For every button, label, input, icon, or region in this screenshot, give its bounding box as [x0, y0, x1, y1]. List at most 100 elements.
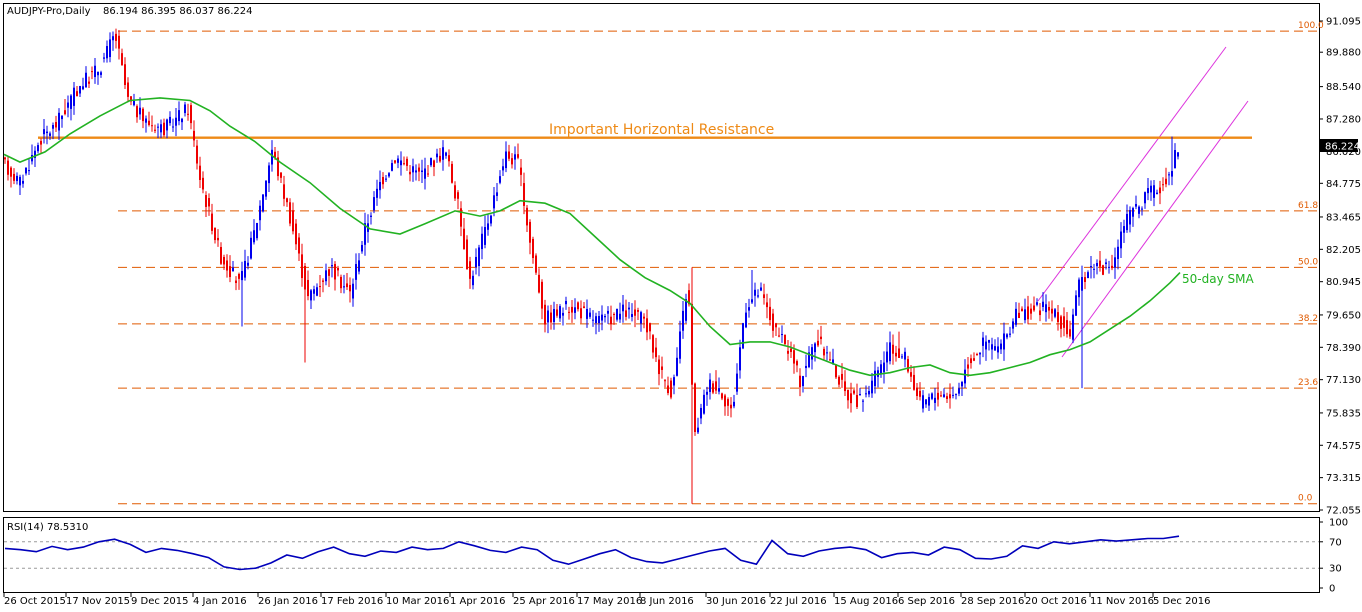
candle-body [1078, 279, 1080, 298]
candle-body [589, 312, 591, 317]
candle-body [178, 110, 180, 122]
candle-body [397, 158, 399, 163]
x-axis: 26 Oct 2015 17 Nov 2015 9 Dec 2015 4 Jan 20… [3, 592, 1211, 607]
candle-body [448, 155, 450, 162]
candle-body [1156, 192, 1158, 195]
candle-body [328, 269, 330, 276]
candle-body [28, 170, 30, 172]
candle-body [736, 373, 738, 392]
candle-body [652, 335, 654, 353]
candle-body [277, 157, 279, 177]
candle-body [109, 39, 111, 58]
candle-body [382, 177, 384, 185]
candle-body [1108, 266, 1110, 268]
candle-body [583, 306, 585, 309]
candle-body [409, 171, 411, 175]
candle-body [256, 222, 258, 239]
candle-body [616, 308, 618, 320]
candle-body [364, 223, 366, 245]
candle-body [106, 46, 108, 59]
candle-body [895, 352, 897, 357]
candle-body [775, 323, 777, 328]
candle-body [184, 104, 186, 114]
candle-body [163, 122, 165, 136]
candle-body [343, 286, 345, 288]
main-panel [3, 3, 1320, 512]
x-tick-label: 25 Apr 2016 [513, 596, 575, 607]
candle-body [16, 175, 18, 182]
candle-body [421, 170, 423, 172]
candle-body [646, 318, 648, 333]
candle-body [628, 307, 630, 310]
candle-body [526, 207, 528, 226]
x-tick-label: 11 Nov 2016 [1090, 596, 1154, 607]
candle-body [478, 247, 480, 267]
candle-body [1135, 204, 1137, 207]
candle-body [268, 165, 270, 184]
candle-body [1150, 185, 1152, 193]
rsi-title: RSI(14) 78.5310 [7, 522, 88, 533]
candle-body [640, 312, 642, 324]
y-tick-label: 84.775 [1326, 179, 1361, 190]
candle-body [292, 210, 294, 232]
rsi-series [4, 535, 1319, 571]
y-tick-label: 83.465 [1326, 212, 1361, 223]
candle-body [532, 238, 534, 259]
candle-body [1147, 188, 1149, 194]
candle-body [223, 256, 225, 265]
candle-body [697, 427, 699, 433]
candle-body [820, 336, 822, 340]
candle-body [145, 118, 147, 123]
candle-body [259, 205, 261, 221]
candle-body [274, 151, 276, 158]
x-tick-label: 30 Jun 2016 [706, 596, 766, 607]
candle-body [10, 167, 12, 177]
candle-body [1003, 333, 1005, 350]
candle-body [7, 160, 9, 175]
candle-body [961, 381, 963, 387]
candle-body [1141, 208, 1143, 210]
candle-body [310, 290, 312, 301]
candle-body [601, 314, 603, 321]
candle-body [1177, 152, 1179, 157]
candle-body [412, 166, 414, 173]
candle-body [613, 314, 615, 316]
candle-body [1129, 210, 1131, 225]
candle-body [190, 105, 192, 124]
candle-body [922, 395, 924, 409]
candle-body [1159, 187, 1161, 194]
candle-body [835, 364, 837, 378]
candle-body [391, 163, 393, 171]
candle-body [580, 308, 582, 319]
sma-series [3, 97, 1181, 377]
candle-body [544, 304, 546, 325]
candle-body [442, 147, 444, 160]
candle-body [169, 116, 171, 124]
x-tick-label: 9 Dec 2015 [131, 596, 189, 607]
candle-body [490, 215, 492, 224]
candle-body [436, 153, 438, 158]
candle-body [115, 33, 117, 41]
candle-body [676, 357, 678, 376]
candle-body [1018, 312, 1020, 318]
candle-body [1063, 316, 1065, 328]
candle-body [439, 155, 441, 162]
candle-body [811, 347, 813, 360]
candle-body [460, 208, 462, 227]
candle-body [331, 265, 333, 267]
candle-body [910, 372, 912, 377]
candle-body [151, 125, 153, 127]
candle-body [202, 177, 204, 190]
candle-body [709, 379, 711, 392]
candle-body [58, 112, 60, 131]
candle-body [553, 309, 555, 323]
candle-body [685, 299, 687, 321]
candle-body [253, 230, 255, 243]
candle-body [946, 396, 948, 399]
x-tick-label: 6 Sep 2016 [898, 596, 955, 607]
candle-body [271, 149, 273, 165]
candle-body [808, 352, 810, 368]
candle-body [574, 307, 576, 313]
candle-body [568, 311, 570, 313]
